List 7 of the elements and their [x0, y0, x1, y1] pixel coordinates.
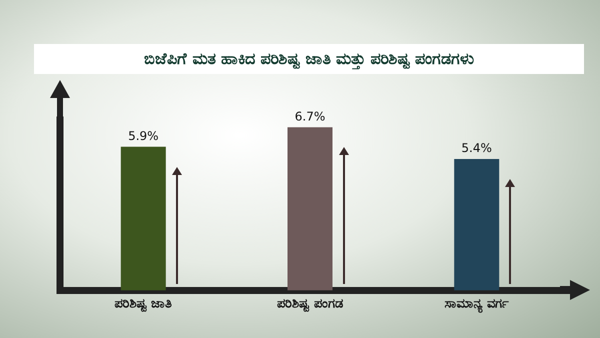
chart-title: ಬಿಜೆಪಿಗೆ ಮತ ಹಾಕಿದ ಪರಿಶಿಷ್ಟ ಜಾತಿ ಮತ್ತು ಪರಿಶಿಷ್ಟ ಪಂಗಡಗಳು: [34, 44, 584, 74]
data-label: 5.4%: [461, 141, 492, 156]
data-label: 5.9%: [128, 128, 159, 143]
x-tick-label: ಪರಿಶಿಷ್ಟ ಪಂಗಡ: [277, 296, 343, 313]
x-tick-label: ಪರಿಶಿಷ್ಟ ಜಾತಿ: [114, 296, 172, 313]
data-label: 6.7%: [294, 109, 326, 124]
x-tick-label: ಸಾಮಾನ್ಯ ವರ್ಗ: [444, 296, 509, 314]
